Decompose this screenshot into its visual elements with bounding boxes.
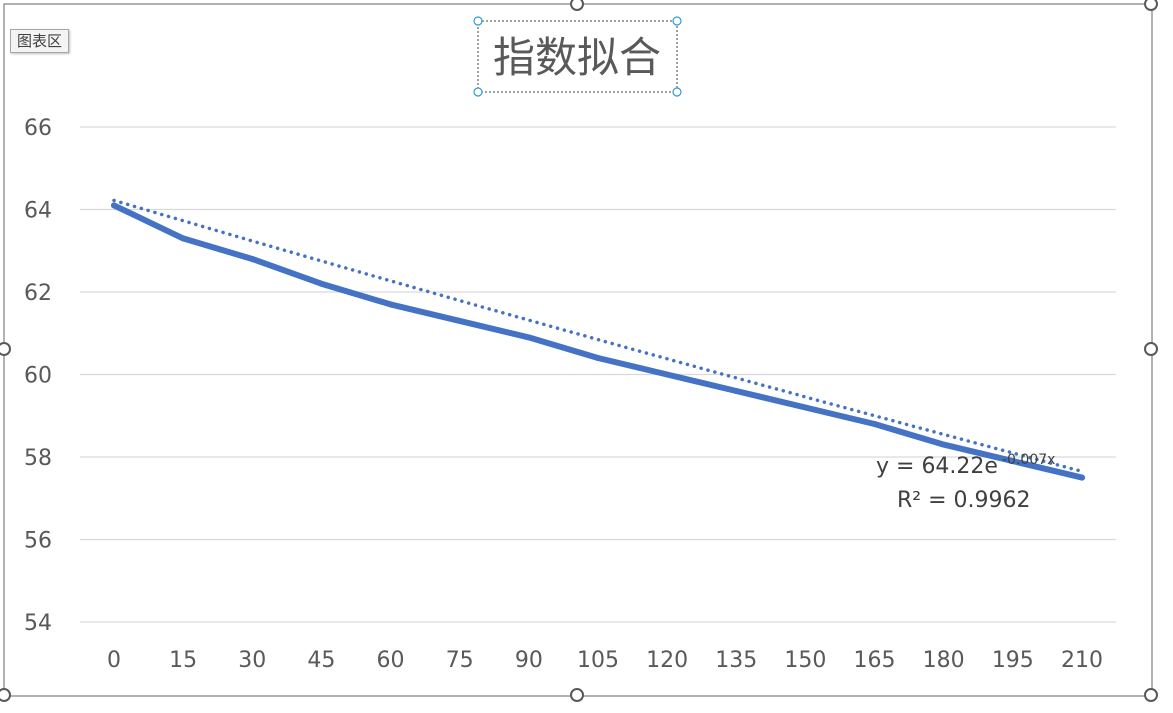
y-tick-label: 54 <box>24 611 52 636</box>
y-tick-label: 64 <box>24 199 52 224</box>
x-tick-label: 45 <box>307 648 335 673</box>
x-tick-label: 60 <box>377 648 405 673</box>
series-layer <box>111 198 1085 481</box>
trendline-equation: y = 64.22e <box>876 454 998 479</box>
data-point[interactable] <box>387 301 394 308</box>
y-tick-label: 62 <box>24 281 52 306</box>
x-tick-label: 150 <box>784 648 826 673</box>
chart-area-tooltip: 图表区 <box>10 29 70 53</box>
x-tick-label: 90 <box>515 648 543 673</box>
y-tick-label: 66 <box>24 116 52 141</box>
data-point[interactable] <box>871 421 878 427</box>
chart-title-box[interactable]: 指数拟合 <box>473 16 682 97</box>
x-tick-label: 165 <box>854 648 896 673</box>
chart-title-selection <box>477 20 678 93</box>
chart-handle-bottom-right[interactable] <box>1144 688 1158 702</box>
x-tick-label: 120 <box>646 648 688 673</box>
x-tick-label: 15 <box>169 648 197 673</box>
data-point[interactable] <box>525 334 532 341</box>
data-point[interactable] <box>318 280 325 287</box>
x-tick-label: 105 <box>577 648 619 673</box>
data-point[interactable] <box>1009 458 1016 465</box>
data-point[interactable] <box>595 355 601 361</box>
data-point[interactable] <box>733 388 740 394</box>
y-tick-label: 56 <box>24 529 52 554</box>
data-point[interactable] <box>802 404 809 411</box>
chart-handle-bottom-left[interactable] <box>0 688 11 702</box>
y-tick-label: 60 <box>24 364 52 389</box>
data-point[interactable] <box>111 202 117 209</box>
chart-handle-top-right[interactable] <box>1144 0 1158 11</box>
data-point[interactable] <box>1079 474 1085 481</box>
chart-title: 指数拟合 <box>493 33 661 82</box>
x-tick-label: 30 <box>238 648 266 673</box>
x-axis-tick-labels: 0 15 30 45 60 75 90 105 120 135 150 165 180 195 210 <box>107 648 1103 673</box>
x-tick-label: 0 <box>107 648 121 673</box>
trendline-equation-label[interactable]: y = 64.22e -0.007x R² = 0.9962 <box>876 452 1055 513</box>
title-handle-top-left[interactable] <box>473 16 483 26</box>
data-point[interactable] <box>456 317 463 324</box>
x-tick-label: 135 <box>715 648 757 673</box>
trendline-exponent: -0.007x <box>1002 452 1055 468</box>
x-tick-label: 210 <box>1061 648 1103 673</box>
chart-handle-middle-right[interactable] <box>1144 342 1158 356</box>
data-point[interactable] <box>664 371 671 378</box>
y-axis-tick-labels: 54 56 58 60 62 64 66 <box>24 116 52 636</box>
trendline-r-squared: R² = 0.9962 <box>897 488 1031 513</box>
title-handle-top-right[interactable] <box>672 16 682 26</box>
x-tick-label: 180 <box>923 648 965 673</box>
x-tick-label: 195 <box>992 648 1034 673</box>
data-point[interactable] <box>180 235 187 242</box>
chart-handle-bottom-middle[interactable] <box>570 688 584 702</box>
gridlines <box>80 126 1116 623</box>
chart-handle-middle-left[interactable] <box>0 342 11 356</box>
chart-handle-top-middle[interactable] <box>570 0 584 11</box>
title-handle-bottom-left[interactable] <box>473 87 483 97</box>
data-point[interactable] <box>940 441 947 448</box>
y-tick-label: 58 <box>24 446 52 471</box>
trendline-equation-base: y = 64.22e <box>876 454 998 479</box>
title-handle-bottom-right[interactable] <box>672 87 682 97</box>
x-tick-label: 75 <box>446 648 474 673</box>
data-point[interactable] <box>249 256 256 262</box>
trendline[interactable] <box>112 198 1084 474</box>
